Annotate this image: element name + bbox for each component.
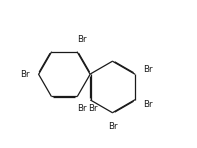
Text: Br: Br [77, 35, 87, 44]
Text: Br: Br [77, 104, 87, 113]
Text: Br: Br [20, 70, 29, 78]
Text: Br: Br [143, 100, 153, 109]
Text: Br: Br [88, 104, 97, 114]
Text: Br: Br [108, 122, 118, 131]
Text: Br: Br [143, 65, 153, 74]
